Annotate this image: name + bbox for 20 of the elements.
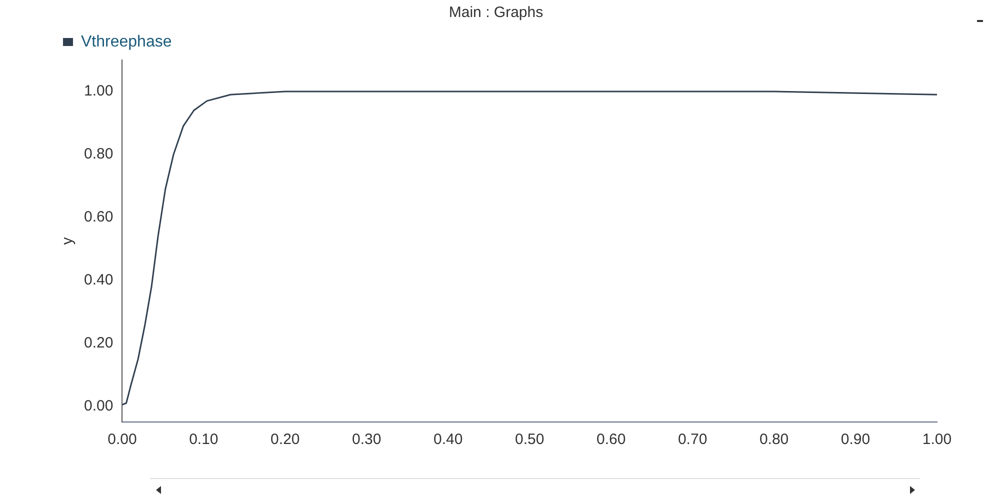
x-tick-label: 0.30 [352,431,382,448]
y-tick-label: 0.80 [84,146,114,163]
y-tick-label: 1.00 [84,82,114,100]
x-tick-label: 0.40 [434,431,463,448]
x-tick-label: 1.00 [922,431,952,448]
x-tick-label: 0.90 [840,431,870,448]
y-tick-label: 0.60 [84,208,114,226]
x-tick-label: 0.80 [759,431,789,448]
chart-title: Main : Graphs [448,4,544,22]
x-tick-label: 0.20 [270,431,300,448]
y-tick-label: 0.20 [84,334,114,352]
x-tick-label: 0.10 [189,431,218,448]
y-tick-label: 0.40 [84,271,114,288]
x-tick-label: 0.00 [108,431,137,448]
y-axis-title: y [59,236,76,245]
x-tick-label: 0.60 [596,431,626,448]
legend-label: Vthreephase [81,33,172,50]
x-tick-label: 0.50 [514,431,544,448]
x-tick-label: 0.70 [678,431,708,448]
y-tick-label: 0.00 [84,397,114,414]
